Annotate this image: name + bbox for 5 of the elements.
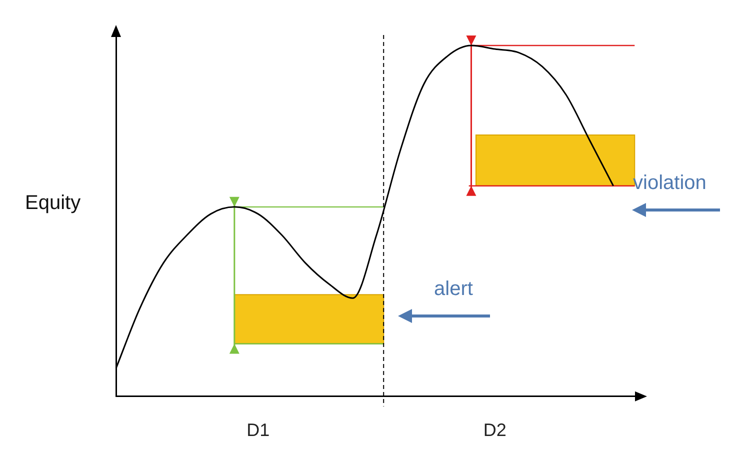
annotation: violation <box>633 172 706 195</box>
y-axis-title: Equity <box>25 192 81 215</box>
x-tick-label: D2 <box>483 420 506 440</box>
x-tick-label: D1 <box>246 420 270 440</box>
annotation: alert <box>434 278 473 301</box>
